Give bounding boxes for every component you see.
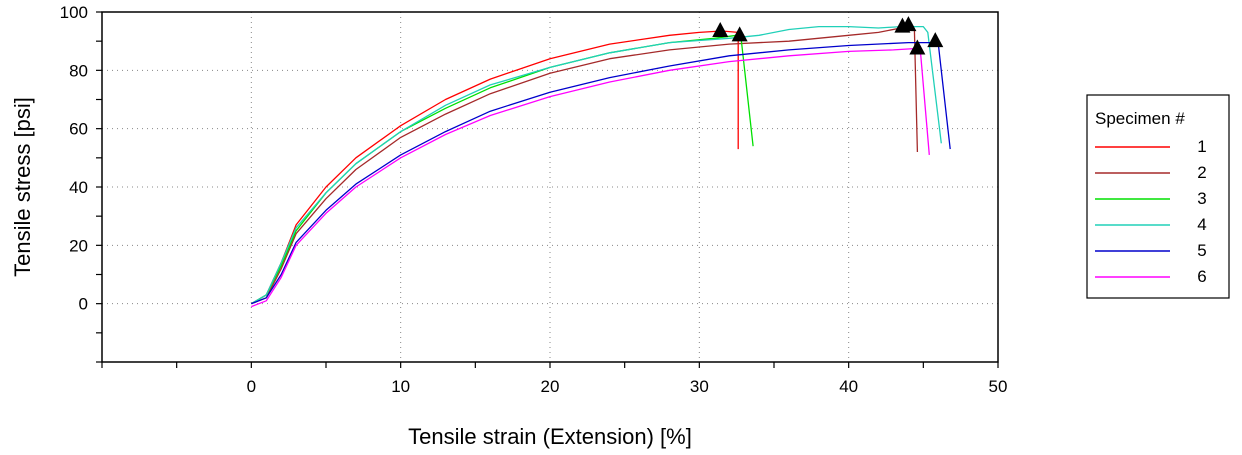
series-line-1 bbox=[250, 30, 739, 305]
x-tick-label: 50 bbox=[989, 377, 1008, 396]
legend-label-4: 4 bbox=[1197, 215, 1206, 234]
x-tick-label: 10 bbox=[391, 377, 410, 396]
y-tick-label: 60 bbox=[69, 120, 88, 139]
legend-label-5: 5 bbox=[1197, 241, 1206, 260]
y-axis-title: Tensile stress [psi] bbox=[10, 97, 35, 277]
grid bbox=[102, 11, 999, 362]
series-layer bbox=[250, 25, 951, 308]
legend-label-1: 1 bbox=[1197, 137, 1206, 156]
legend: Specimen # 1 2 3 4 5 6 bbox=[1086, 94, 1230, 299]
series-line-6 bbox=[251, 47, 930, 308]
series-line-5 bbox=[251, 41, 951, 305]
x-tick-label: 40 bbox=[839, 377, 858, 396]
y-tick-label: 100 bbox=[60, 3, 88, 22]
legend-title: Specimen # bbox=[1095, 109, 1185, 128]
series-line-4 bbox=[250, 25, 942, 305]
break-marker-5 bbox=[927, 32, 944, 48]
break-marker-1 bbox=[712, 21, 729, 37]
y-tick-label: 20 bbox=[69, 236, 88, 255]
legend-label-6: 6 bbox=[1197, 267, 1206, 286]
axes: 0 10 20 30 40 50 0 20 40 60 80 100 bbox=[60, 3, 1008, 396]
x-axis-title: Tensile strain (Extension) [%] bbox=[408, 424, 692, 449]
break-marker-3 bbox=[731, 26, 748, 42]
legend-label-2: 2 bbox=[1197, 163, 1206, 182]
legend-label-3: 3 bbox=[1197, 189, 1206, 208]
legend-box bbox=[1086, 94, 1230, 299]
y-tick-label: 80 bbox=[69, 61, 88, 80]
series-line-2 bbox=[251, 25, 919, 305]
break-marker-6 bbox=[909, 39, 926, 55]
y-tick-label: 0 bbox=[79, 295, 88, 314]
break-markers bbox=[712, 16, 944, 55]
x-tick-label: 20 bbox=[541, 377, 560, 396]
break-marker-4 bbox=[900, 16, 917, 32]
x-tick-label: 0 bbox=[247, 377, 256, 396]
legend-items: 1 2 3 4 5 6 bbox=[1095, 137, 1207, 286]
x-tick-label: 30 bbox=[690, 377, 709, 396]
y-tick-label: 40 bbox=[69, 178, 88, 197]
